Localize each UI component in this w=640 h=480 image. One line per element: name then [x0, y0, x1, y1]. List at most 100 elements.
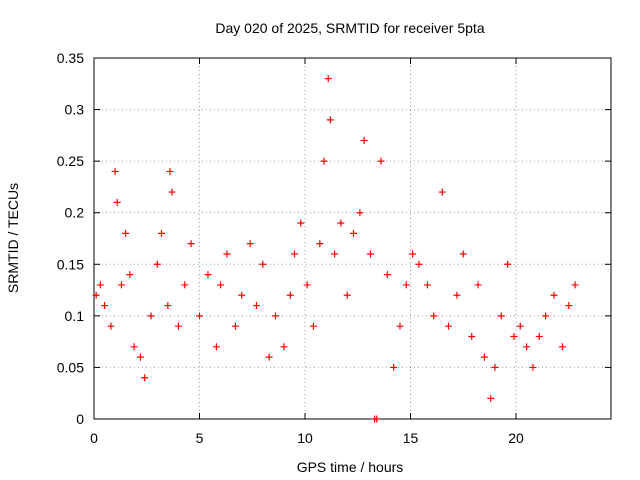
data-point [113, 198, 121, 206]
data-point [516, 322, 524, 330]
data-point [337, 219, 345, 227]
data-point [550, 291, 558, 299]
data-point [316, 240, 324, 248]
data-point [474, 281, 482, 289]
data-point [423, 281, 431, 289]
y-tick-label: 0.35 [57, 50, 84, 66]
data-point [238, 291, 246, 299]
data-point [212, 343, 220, 351]
y-tick-label: 0.05 [57, 359, 84, 375]
data-point [326, 116, 334, 124]
y-tick-label: 0.2 [65, 205, 85, 221]
data-point [204, 271, 212, 279]
x-tick-label: 15 [403, 430, 419, 446]
data-point [187, 240, 195, 248]
y-tick-label: 0.3 [65, 102, 85, 118]
data-point [468, 332, 476, 340]
data-point [390, 363, 398, 371]
data-point [96, 281, 104, 289]
data-point [166, 167, 174, 175]
data-point [459, 250, 467, 258]
data-point [497, 312, 505, 320]
data-point [445, 322, 453, 330]
y-tick-label: 0.15 [57, 256, 84, 272]
y-axis-label: SRMTID / TECUs [5, 183, 21, 293]
data-point [331, 250, 339, 258]
data-point [168, 188, 176, 196]
data-point [542, 312, 550, 320]
data-point [523, 343, 531, 351]
data-point [181, 281, 189, 289]
data-point [252, 302, 260, 310]
data-point [480, 353, 488, 361]
data-point [136, 353, 144, 361]
data-point [510, 332, 518, 340]
data-point [487, 394, 495, 402]
data-point [122, 229, 130, 237]
data-point [117, 281, 125, 289]
tick-labels: 0 0.05 0.1 0.15 0.2 0.25 0.3 0.35 0 5 10 15 20 [57, 50, 524, 446]
y-tick-label: 0 [76, 411, 84, 427]
y-tick-label: 0.25 [57, 153, 84, 169]
data-point [286, 291, 294, 299]
data-point [303, 281, 311, 289]
data-point [164, 302, 172, 310]
data-point [246, 240, 254, 248]
data-point [320, 157, 328, 165]
grid [94, 58, 611, 419]
data-point [373, 415, 381, 423]
data-point [297, 219, 305, 227]
data-point [565, 302, 573, 310]
data-point [360, 137, 368, 145]
data-point [366, 250, 374, 258]
data-point [415, 260, 423, 268]
data-point [504, 260, 512, 268]
chart-title: Day 020 of 2025, SRMTID for receiver 5pt… [215, 20, 484, 36]
data-point [453, 291, 461, 299]
data-point [92, 291, 100, 299]
data-point [558, 343, 566, 351]
x-tick-label: 20 [508, 430, 524, 446]
data-point [383, 271, 391, 279]
data-point [259, 260, 267, 268]
data-point [430, 312, 438, 320]
data-point [141, 374, 149, 382]
data-points [92, 75, 579, 423]
x-tick-label: 5 [196, 430, 204, 446]
data-point [529, 363, 537, 371]
data-point [324, 75, 332, 83]
data-point [217, 281, 225, 289]
data-point [396, 322, 404, 330]
data-point [174, 322, 182, 330]
data-point [101, 302, 109, 310]
data-point [280, 343, 288, 351]
data-point [309, 322, 317, 330]
data-point [265, 353, 273, 361]
x-tick-label: 0 [90, 430, 98, 446]
data-point [377, 157, 385, 165]
data-point [231, 322, 239, 330]
plot-frame [93, 57, 612, 420]
data-point [158, 229, 166, 237]
data-point [153, 260, 161, 268]
data-point [409, 250, 417, 258]
data-point [111, 167, 119, 175]
data-point [350, 229, 358, 237]
data-point [402, 281, 410, 289]
data-point [126, 271, 134, 279]
data-point [438, 188, 446, 196]
data-point [107, 322, 115, 330]
x-tick-label: 10 [297, 430, 313, 446]
data-point [223, 250, 231, 258]
x-axis-label: GPS time / hours [297, 459, 404, 475]
data-point [290, 250, 298, 258]
data-point [356, 209, 364, 217]
data-point [343, 291, 351, 299]
y-tick-label: 0.1 [65, 308, 85, 324]
data-point [147, 312, 155, 320]
data-point [196, 312, 204, 320]
data-point [491, 363, 499, 371]
data-point [535, 332, 543, 340]
data-point [130, 343, 138, 351]
